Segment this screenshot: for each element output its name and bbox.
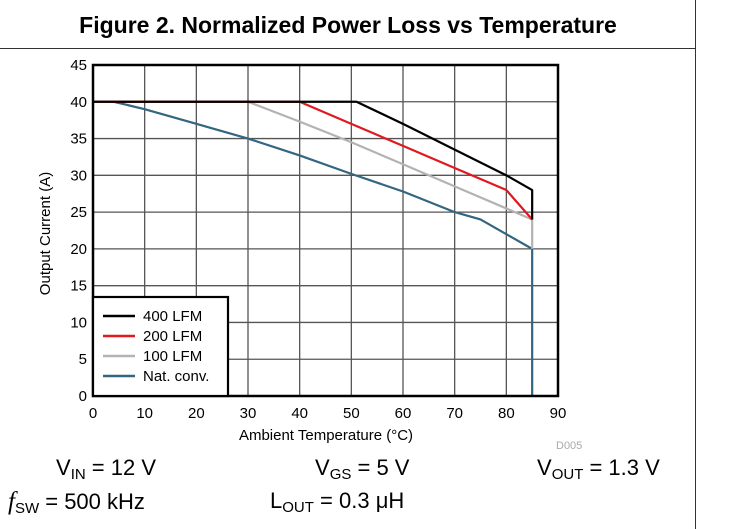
- y-tick-label: 30: [70, 167, 87, 184]
- lout-symbol: L: [270, 488, 283, 513]
- condition-vin: VIN = 12 V: [56, 455, 156, 483]
- y-tick-labels: 0 5 10 15 20 25 30 35 40 45: [70, 57, 87, 405]
- legend-box: [91, 295, 230, 398]
- vgs-value: = 5 V: [351, 455, 410, 480]
- figure-title: Figure 2. Normalized Power Loss vs Tempe…: [79, 12, 617, 38]
- condition-fsw: fSW = 500 kHz: [8, 488, 145, 517]
- x-tick-label: 60: [395, 405, 412, 422]
- series-lines: [93, 100, 534, 396]
- plot-border: [91, 63, 560, 398]
- legend: 400 LFM 200 LFM 100 LFM Nat. conv.: [91, 295, 230, 398]
- x-tick-labels: 0 10 20 30 40 50 60 70 80 90: [89, 405, 567, 422]
- x-tick-label: 0: [89, 405, 97, 422]
- y-tick-label: 45: [70, 57, 87, 74]
- vout-symbol: V: [537, 455, 552, 480]
- y-tick-label: 25: [70, 204, 87, 221]
- y-tick-label: 15: [70, 278, 87, 295]
- lout-value: = 0.3 μH: [313, 488, 405, 513]
- x-tick-label: 80: [498, 405, 515, 422]
- series-line-400-lfm: [93, 100, 534, 220]
- vin-symbol: V: [56, 455, 71, 480]
- vin-subscript: IN: [70, 466, 86, 483]
- series-line-nat-conv: [93, 100, 534, 396]
- x-tick-label: 70: [446, 405, 463, 422]
- legend-label: Nat. conv.: [143, 368, 209, 385]
- lout-subscript: OUT: [282, 499, 314, 516]
- vgs-subscript: GS: [329, 466, 352, 483]
- condition-lout: LOUT = 0.3 μH: [270, 488, 404, 516]
- x-tick-label: 20: [188, 405, 205, 422]
- vout-subscript: OUT: [551, 466, 584, 483]
- x-tick-label: 90: [550, 405, 567, 422]
- y-tick-label: 5: [79, 351, 87, 368]
- vout-value: = 1.3 V: [583, 455, 660, 480]
- legend-label: 100 LFM: [143, 348, 202, 365]
- x-tick-label: 30: [240, 405, 257, 422]
- series-line-100-lfm: [93, 100, 534, 249]
- condition-vgs: VGS = 5 V: [315, 455, 409, 483]
- condition-vout: VOUT = 1.3 V: [537, 455, 660, 483]
- title-divider: [0, 48, 696, 49]
- x-tick-label: 40: [291, 405, 308, 422]
- fsw-subscript: SW: [14, 500, 40, 517]
- vgs-symbol: V: [315, 455, 330, 480]
- y-tick-label: 35: [70, 131, 87, 148]
- y-tick-label: 40: [70, 94, 87, 111]
- legend-label: 200 LFM: [143, 328, 202, 345]
- x-axis-label: Ambient Temperature (°C): [239, 427, 413, 444]
- y-tick-label: 10: [70, 314, 87, 331]
- x-tick-label: 50: [343, 405, 360, 422]
- page-frame-right-border: [695, 0, 696, 529]
- legend-label: 400 LFM: [143, 308, 202, 325]
- y-tick-label: 0: [79, 388, 87, 405]
- y-tick-label: 20: [70, 241, 87, 258]
- figure-code: D005: [556, 440, 582, 452]
- fsw-symbol: f: [8, 488, 15, 515]
- x-tick-label: 10: [136, 405, 153, 422]
- y-axis-label: Output Current (A): [37, 172, 54, 295]
- fsw-value: = 500 kHz: [39, 489, 145, 514]
- vin-value: = 12 V: [85, 455, 157, 480]
